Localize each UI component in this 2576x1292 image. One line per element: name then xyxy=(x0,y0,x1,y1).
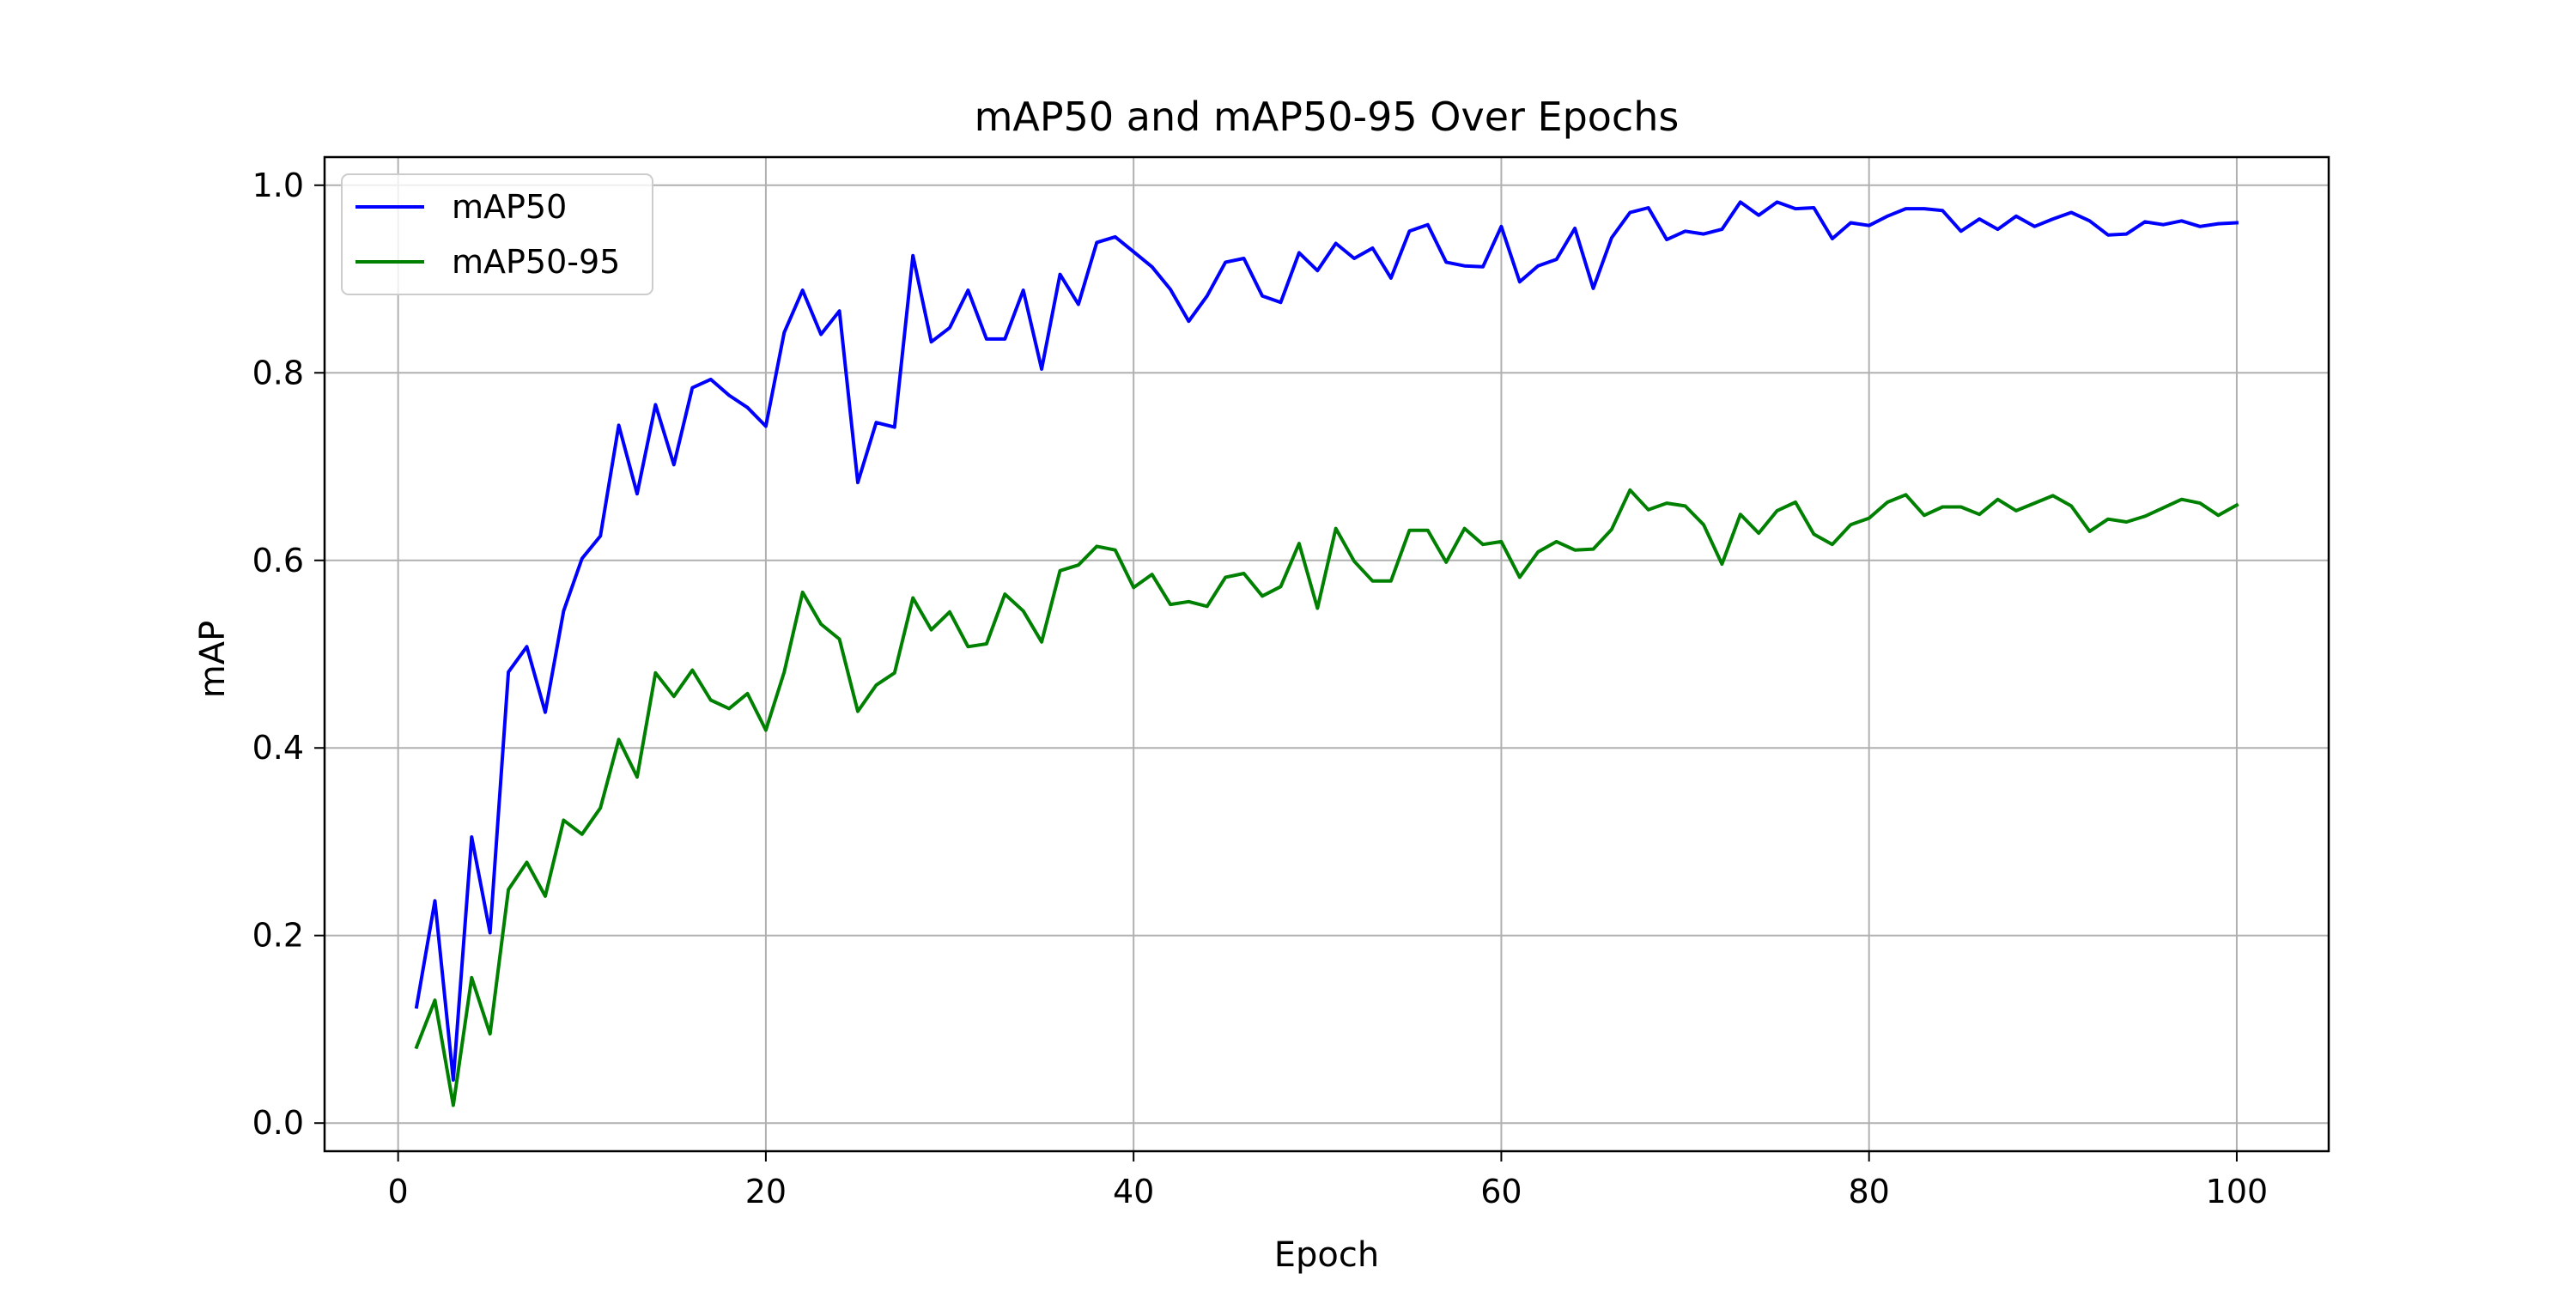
series-line-0 xyxy=(414,200,2239,1082)
x-tick-label: 80 xyxy=(1848,1173,1889,1210)
x-tick-label: 20 xyxy=(745,1173,787,1210)
y-tick-label: 0.0 xyxy=(252,1104,304,1142)
y-tick-label: 0.8 xyxy=(252,354,304,391)
legend: mAP50 mAP50-95 xyxy=(341,173,653,295)
y-tick-label: 1.0 xyxy=(252,167,304,204)
x-tick-label: 60 xyxy=(1480,1173,1522,1210)
axis-ticks: 0 20 40 60 80 100 0.0 0.2 0.4 0.6 0.8 1.0 xyxy=(252,167,2269,1210)
x-tick-label: 0 xyxy=(388,1173,409,1210)
plot-frame xyxy=(323,155,2330,1153)
y-axis-label: mAP xyxy=(193,621,233,698)
legend-label: mAP50-95 xyxy=(452,243,620,281)
chart-title: mAP50 and mAP50-95 Over Epochs xyxy=(975,94,1680,140)
grid xyxy=(325,157,2329,1151)
y-tick-label: 0.4 xyxy=(252,729,304,767)
series-lines xyxy=(414,200,2239,1107)
x-tick-label: 40 xyxy=(1113,1173,1154,1210)
series-line-1 xyxy=(414,488,2239,1107)
legend-label: mAP50 xyxy=(452,188,567,226)
legend-box xyxy=(341,173,653,295)
y-tick-label: 0.6 xyxy=(252,542,304,579)
x-axis-label: Epoch xyxy=(1274,1235,1379,1275)
y-tick-label: 0.2 xyxy=(252,917,304,955)
x-tick-label: 100 xyxy=(2206,1173,2269,1210)
